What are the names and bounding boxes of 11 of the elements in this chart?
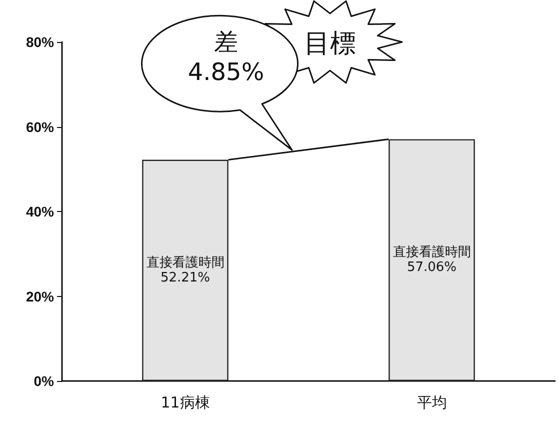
y-tick-label: 20%	[26, 288, 55, 304]
data-label: 直接看護時間 52.21%	[146, 255, 224, 286]
x-tick-label: 平均	[416, 394, 447, 412]
y-tick-label: 80%	[26, 34, 55, 50]
y-tick-label: 0%	[34, 373, 55, 389]
y-tick-label: 40%	[26, 204, 55, 220]
annotation: 目標	[304, 29, 356, 59]
x-tick-label: 11病棟	[160, 394, 210, 412]
annotation: 差 4.85%	[188, 28, 264, 86]
data-label: 直接看護時間 57.06%	[392, 245, 471, 276]
y-tick-label: 60%	[26, 118, 55, 135]
